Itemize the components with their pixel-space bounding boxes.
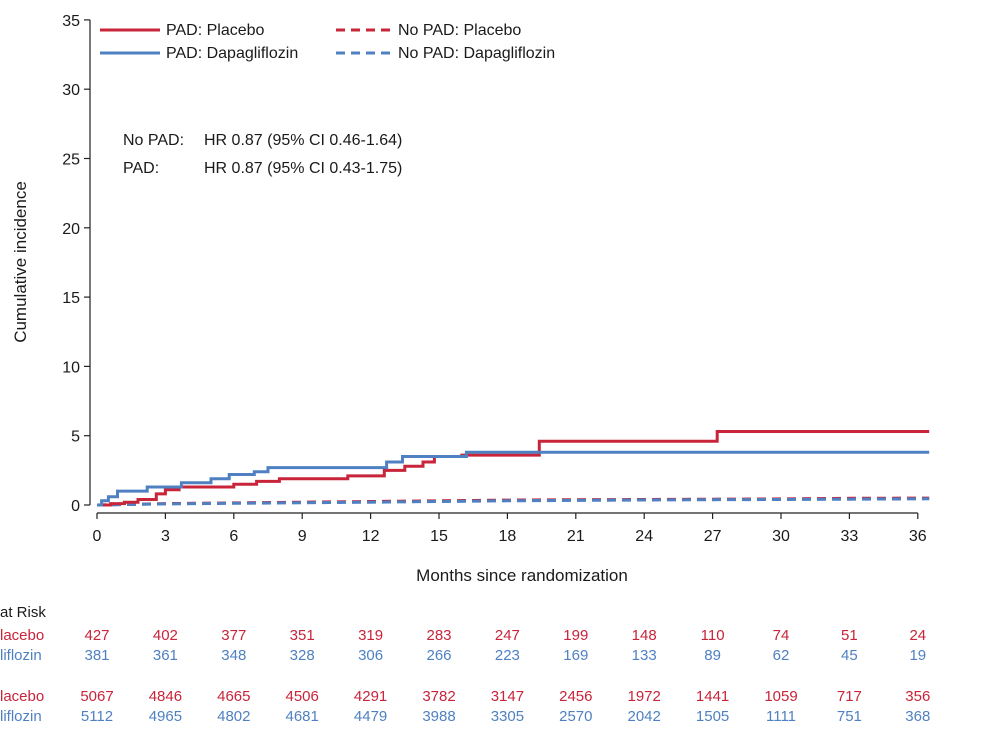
chart-legend: PAD: Placebo PAD: Dapagliflozin No PAD: Pl… xyxy=(100,22,555,62)
risk-cell: 356 xyxy=(905,688,930,705)
risk-cell: 351 xyxy=(290,627,315,644)
series-line xyxy=(97,450,930,507)
x-tick-label: 33 xyxy=(841,528,859,545)
series-line xyxy=(97,430,930,507)
x-tick-label: 18 xyxy=(499,528,517,545)
risk-row-label: lacebo xyxy=(0,627,44,644)
risk-cell: 24 xyxy=(909,627,926,644)
risk-cell: 5067 xyxy=(80,688,113,705)
x-tick-label: 27 xyxy=(704,528,722,545)
risk-cell: 1972 xyxy=(628,688,661,705)
risk-cell: 1505 xyxy=(696,708,729,725)
y-tick-label: 0 xyxy=(71,498,80,515)
risk-cell: 62 xyxy=(773,647,790,664)
risk-cell: 2570 xyxy=(559,708,592,725)
risk-cell: 110 xyxy=(701,627,725,644)
risk-cell: 148 xyxy=(632,627,657,644)
x-tick-label: 6 xyxy=(229,528,238,545)
risk-cell: 751 xyxy=(837,708,862,725)
y-tick-label: 25 xyxy=(62,152,80,169)
risk-cell: 199 xyxy=(563,627,588,644)
x-tick-label: 12 xyxy=(362,528,380,545)
risk-cell: 1441 xyxy=(696,688,729,705)
x-tick-label: 36 xyxy=(909,528,927,545)
legend-entry-label: PAD: Dapagliflozin xyxy=(166,45,298,62)
risk-cell: 348 xyxy=(221,647,246,664)
annotation-label: PAD: xyxy=(123,160,159,177)
annotation-label: No PAD: xyxy=(123,132,184,149)
x-tick-label: 0 xyxy=(93,528,102,545)
risk-cell: 45 xyxy=(841,647,858,664)
annotation-text: HR 0.87 (95% CI 0.43-1.75) xyxy=(204,160,402,177)
risk-cell: 427 xyxy=(84,627,109,644)
risk-row-label: liflozin xyxy=(0,647,42,664)
y-tick-label: 5 xyxy=(71,429,80,446)
x-tick-label: 30 xyxy=(772,528,790,545)
x-axis-title: Months since randomization xyxy=(416,566,628,585)
x-tick-label: 9 xyxy=(298,528,307,545)
series-line xyxy=(96,497,930,507)
x-tick-label: 24 xyxy=(635,528,653,545)
risk-cell: 283 xyxy=(426,627,451,644)
annotation-text: HR 0.87 (95% CI 0.46-1.64) xyxy=(204,132,402,149)
risk-cell: 4665 xyxy=(217,688,250,705)
y-axis-title: Cumulative incidence xyxy=(11,181,30,343)
chart-annotations: No PAD: HR 0.87 (95% CI 0.46-1.64) PAD: HR … xyxy=(123,132,402,177)
risk-cell: 4802 xyxy=(217,708,250,725)
risk-cell: 266 xyxy=(426,647,451,664)
x-tick-label: 3 xyxy=(161,528,170,545)
risk-row-label: liflozin xyxy=(0,708,42,725)
y-tick-label: 10 xyxy=(62,359,80,376)
risk-cell: 4291 xyxy=(354,688,387,705)
risk-cell: 3782 xyxy=(422,688,455,705)
risk-cell: 223 xyxy=(495,647,520,664)
risk-cell: 3988 xyxy=(422,708,455,725)
risk-cell: 1059 xyxy=(764,688,797,705)
risk-cell: 5112 xyxy=(81,708,113,725)
risk-cell: 133 xyxy=(632,647,657,664)
risk-cell: 2456 xyxy=(559,688,592,705)
risk-cell: 4965 xyxy=(149,708,182,725)
risk-cell: 51 xyxy=(841,627,858,644)
chart-series xyxy=(96,430,930,507)
risk-cell: 361 xyxy=(153,647,178,664)
x-tick-label: 15 xyxy=(430,528,448,545)
legend-entry-label: PAD: Placebo xyxy=(166,22,265,39)
y-tick-label: 30 xyxy=(62,82,80,99)
y-tick-label: 35 xyxy=(62,13,80,30)
risk-cell: 328 xyxy=(290,647,315,664)
y-tick-label: 20 xyxy=(62,221,80,238)
risk-cell: 381 xyxy=(84,647,109,664)
risk-table-title: at Risk xyxy=(0,604,46,621)
risk-cell: 4681 xyxy=(286,708,319,725)
risk-cell: 19 xyxy=(909,647,926,664)
risk-cell: 74 xyxy=(773,627,790,644)
x-tick-label: 21 xyxy=(567,528,585,545)
y-tick-label: 15 xyxy=(62,290,80,307)
risk-cell: 402 xyxy=(153,627,178,644)
legend-entry-label: No PAD: Placebo xyxy=(398,22,521,39)
risk-table: at Risk lacebo 427 402 377 351 319 283 247 199 148… xyxy=(0,604,930,725)
risk-cell: 89 xyxy=(704,647,721,664)
risk-row-label: lacebo xyxy=(0,688,44,705)
risk-cell: 1111 xyxy=(766,708,796,725)
risk-cell: 306 xyxy=(358,647,383,664)
risk-cell: 247 xyxy=(495,627,520,644)
risk-cell: 2042 xyxy=(628,708,661,725)
risk-cell: 4506 xyxy=(286,688,319,705)
risk-cell: 3305 xyxy=(491,708,524,725)
risk-cell: 717 xyxy=(837,688,862,705)
legend-entry-label: No PAD: Dapagliflozin xyxy=(398,45,555,62)
risk-cell: 368 xyxy=(905,708,930,725)
risk-cell: 377 xyxy=(221,627,246,644)
risk-cell: 3147 xyxy=(491,688,524,705)
risk-cell: 4846 xyxy=(149,688,182,705)
risk-cell: 319 xyxy=(358,627,383,644)
risk-cell: 169 xyxy=(563,647,588,664)
risk-cell: 4479 xyxy=(354,708,387,725)
